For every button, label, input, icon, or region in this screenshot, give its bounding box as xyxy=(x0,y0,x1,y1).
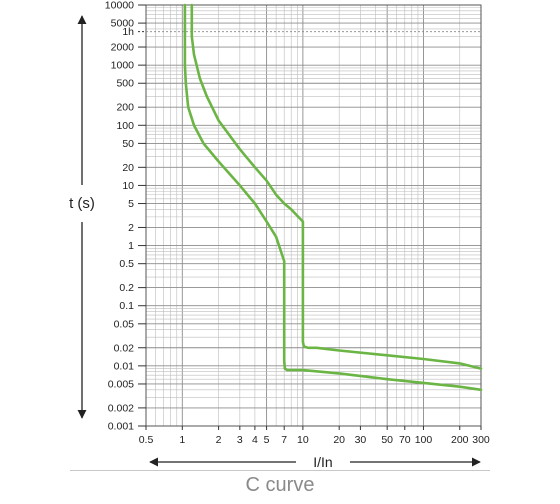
y-tick-label: 20 xyxy=(122,162,134,174)
y-tick-label: 0.01 xyxy=(114,360,135,372)
y-tick-label: 2000 xyxy=(111,42,135,54)
x-tick-label: 7 xyxy=(281,434,287,446)
y-tick-label: 0.2 xyxy=(119,282,134,294)
x-tick-label: 200 xyxy=(451,434,469,446)
y-tick-label: 0.05 xyxy=(114,318,135,330)
x-tick-label: 10 xyxy=(297,434,309,446)
y-tick-label: 1h xyxy=(122,26,134,38)
x-tick-label: 0.5 xyxy=(139,434,154,446)
y-tick-label: 0.5 xyxy=(119,258,134,270)
y-tick-label: 1000 xyxy=(111,60,135,72)
y-tick-label: 0.002 xyxy=(108,402,134,414)
x-tick-label: 1 xyxy=(179,434,185,446)
x-tick-label: 4 xyxy=(252,434,258,446)
y-tick-label: 10000 xyxy=(105,0,134,12)
x-tick-label: 70 xyxy=(399,434,411,446)
x-tick-label: 30 xyxy=(355,434,367,446)
x-tick-label: 300 xyxy=(472,434,490,446)
y-tick-label: 500 xyxy=(116,78,134,90)
plot-frame xyxy=(145,4,482,427)
x-tick-label: 3 xyxy=(237,434,243,446)
y-tick-label: 0.005 xyxy=(108,378,134,390)
x-axis-label: I/In xyxy=(313,454,332,470)
x-tick-label: 50 xyxy=(381,434,393,446)
x-tick-label: 5 xyxy=(264,434,270,446)
axis-labels: t (s) I/In xyxy=(69,15,481,470)
chart-title: C curve xyxy=(245,474,315,496)
x-tick-label: 2 xyxy=(216,434,222,446)
y-axis-label: t (s) xyxy=(69,195,95,212)
y-tick-label: 10 xyxy=(122,180,134,192)
curve-series xyxy=(183,3,483,392)
y-tick-label: 2 xyxy=(128,222,134,234)
x-tick-label: 20 xyxy=(333,434,345,446)
tripping-curve-line xyxy=(190,3,483,370)
y-tick-label: 200 xyxy=(116,102,134,114)
y-tick-label: 0.02 xyxy=(114,342,135,354)
y-tick-label: 0.1 xyxy=(119,300,134,312)
x-axis-ticks: 0.5 1 2 3 4 5 7 10 20 30 50 70 100 200 300 xyxy=(139,426,490,446)
y-tick-label: 0.001 xyxy=(108,421,134,433)
y-tick-label: 5 xyxy=(128,198,134,210)
y-tick-label: 100 xyxy=(116,120,134,132)
y-tick-label: 50 xyxy=(122,138,134,150)
y-tick-label: 1 xyxy=(128,240,134,252)
x-tick-label: 100 xyxy=(415,434,433,446)
y-tick-label: 5000 xyxy=(111,18,135,30)
caption-rule xyxy=(70,470,490,471)
tripping-curve-line xyxy=(183,3,483,392)
chart-grid xyxy=(145,4,482,427)
